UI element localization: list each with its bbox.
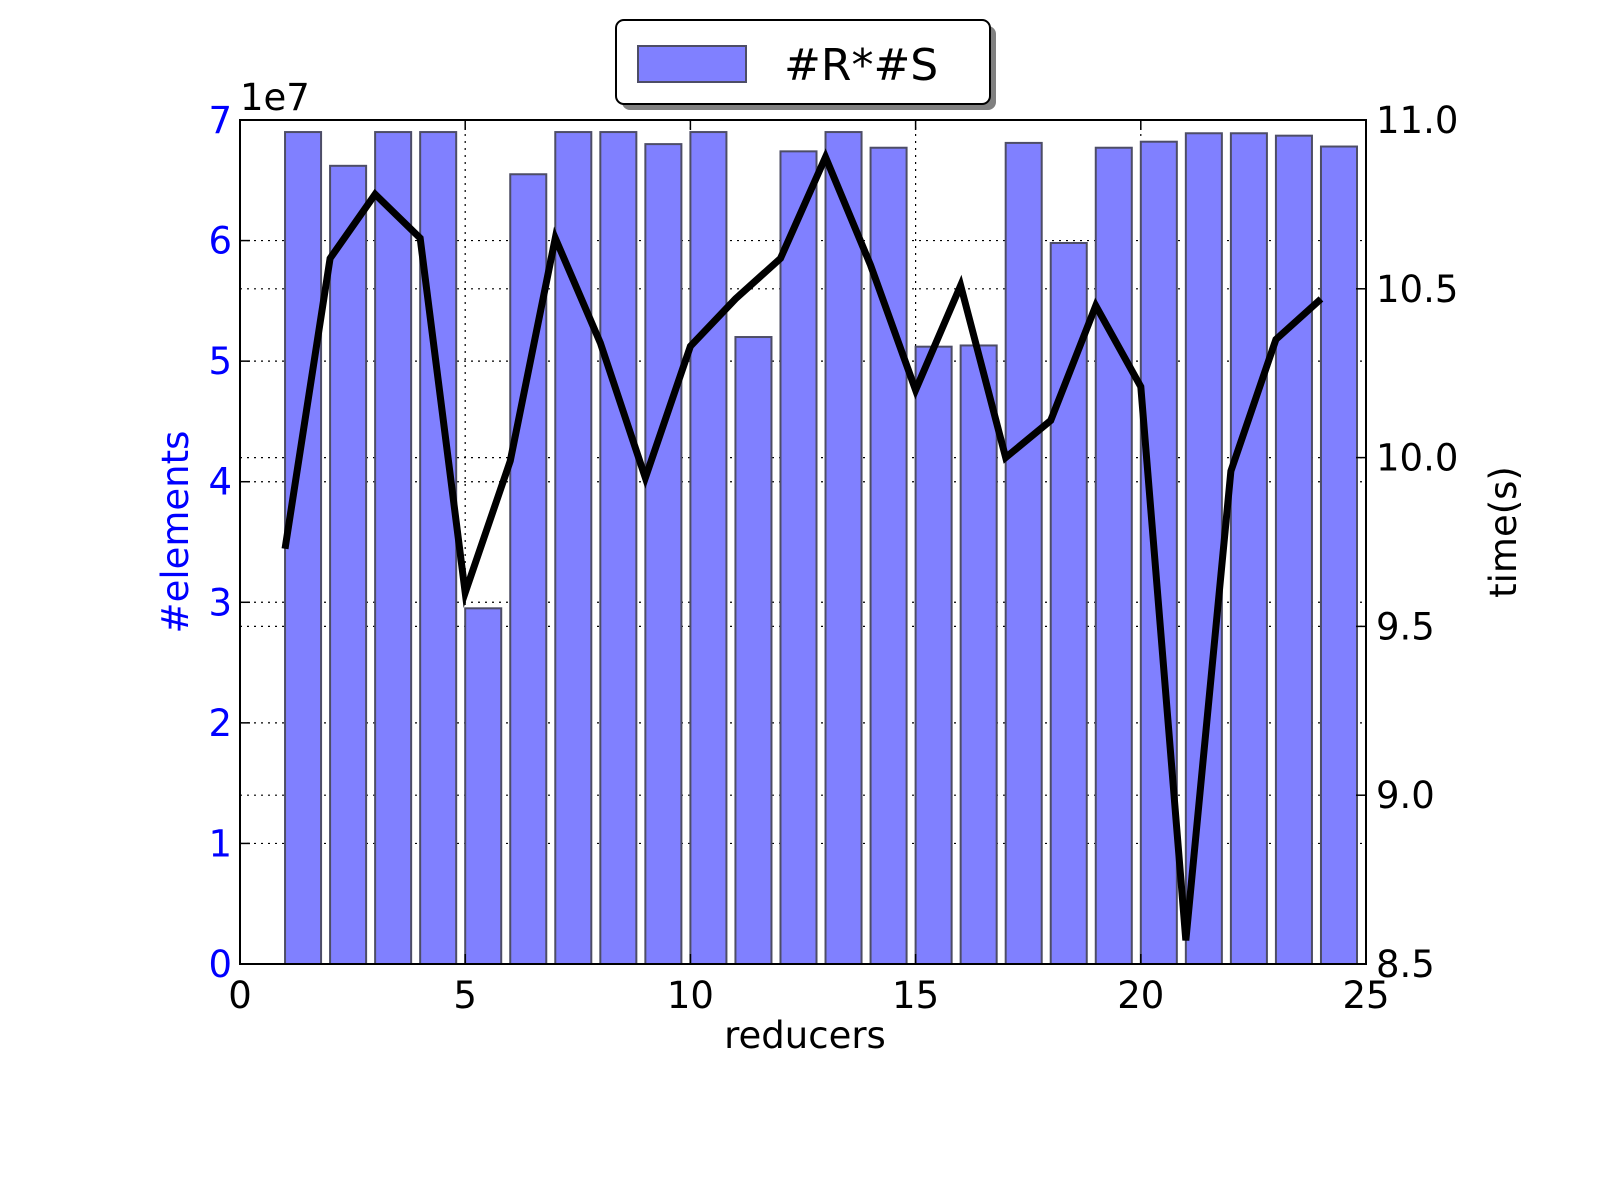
bar xyxy=(1184,132,1223,965)
bar xyxy=(959,344,998,965)
right-y-tick-label: 10.0 xyxy=(1376,437,1458,480)
bar xyxy=(644,143,683,966)
bar xyxy=(914,345,953,966)
right-y-axis-label: time(s) xyxy=(1482,466,1525,598)
bar xyxy=(1094,146,1133,965)
left-y-tick-label: 1 xyxy=(208,822,232,865)
x-tick-label: 10 xyxy=(667,974,714,1017)
legend: #R*#S xyxy=(615,19,996,110)
bar xyxy=(599,131,638,966)
bars-layer xyxy=(284,131,1358,966)
left-axis-offset-label: 1e7 xyxy=(240,76,310,119)
right-y-tick-label: 10.5 xyxy=(1376,268,1458,311)
left-y-axis-label: #elements xyxy=(154,431,197,634)
ticks-layer: 0 5 10 15 20 25 0 1 2 3 4 5 6 7 8.5 9.0 9.5 10.0 10.5 11.0 xyxy=(208,99,1458,1017)
right-y-tick-label: 9.5 xyxy=(1376,605,1435,648)
bar xyxy=(554,131,593,966)
left-y-tick-label: 3 xyxy=(208,581,232,624)
plot-frame xyxy=(239,119,1367,965)
bar xyxy=(824,131,863,966)
left-y-tick-label: 5 xyxy=(208,340,232,383)
x-tick-label: 20 xyxy=(1117,974,1164,1017)
legend-swatch xyxy=(637,45,747,83)
left-y-tick-label: 7 xyxy=(208,99,232,142)
bar xyxy=(734,336,773,965)
left-y-tick-label: 2 xyxy=(208,702,232,745)
bar xyxy=(284,131,323,966)
bar xyxy=(1139,140,1178,965)
bar xyxy=(1319,145,1358,966)
legend-label: #R*#S xyxy=(784,40,938,91)
x-tick-label: 25 xyxy=(1342,974,1389,1017)
right-y-tick-label: 8.5 xyxy=(1376,943,1435,986)
left-y-tick-label: 0 xyxy=(208,943,232,986)
left-y-tick-label: 6 xyxy=(208,220,232,263)
x-tick-label: 15 xyxy=(892,974,939,1017)
bar xyxy=(1274,134,1313,966)
x-tick-label: 0 xyxy=(228,974,252,1017)
bar xyxy=(1004,141,1043,965)
x-axis-label: reducers xyxy=(724,1014,886,1057)
line-layer xyxy=(281,148,1324,941)
left-y-tick-label: 4 xyxy=(208,461,232,504)
bar xyxy=(374,131,413,966)
x-tick-label: 5 xyxy=(453,974,477,1017)
time-line-series xyxy=(281,148,1324,941)
right-y-tick-label: 9.0 xyxy=(1376,774,1435,817)
bar xyxy=(779,150,818,965)
bar xyxy=(464,607,503,965)
bar xyxy=(1229,132,1268,965)
bar xyxy=(689,131,728,966)
bar xyxy=(1049,241,1088,966)
bar xyxy=(329,164,368,965)
right-y-tick-label: 11.0 xyxy=(1376,99,1458,142)
